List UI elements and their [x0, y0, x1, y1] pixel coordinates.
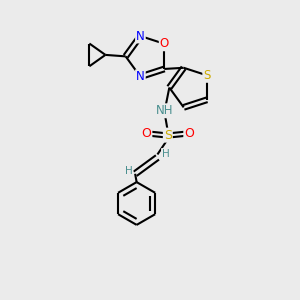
Text: N: N [136, 70, 145, 83]
Text: H: H [162, 149, 169, 159]
Text: NH: NH [156, 104, 174, 117]
Text: O: O [160, 37, 169, 50]
Text: O: O [184, 127, 194, 140]
Text: H: H [125, 167, 133, 176]
Text: S: S [203, 69, 211, 82]
Text: O: O [142, 127, 152, 140]
Text: N: N [136, 29, 145, 43]
Text: S: S [164, 129, 172, 142]
